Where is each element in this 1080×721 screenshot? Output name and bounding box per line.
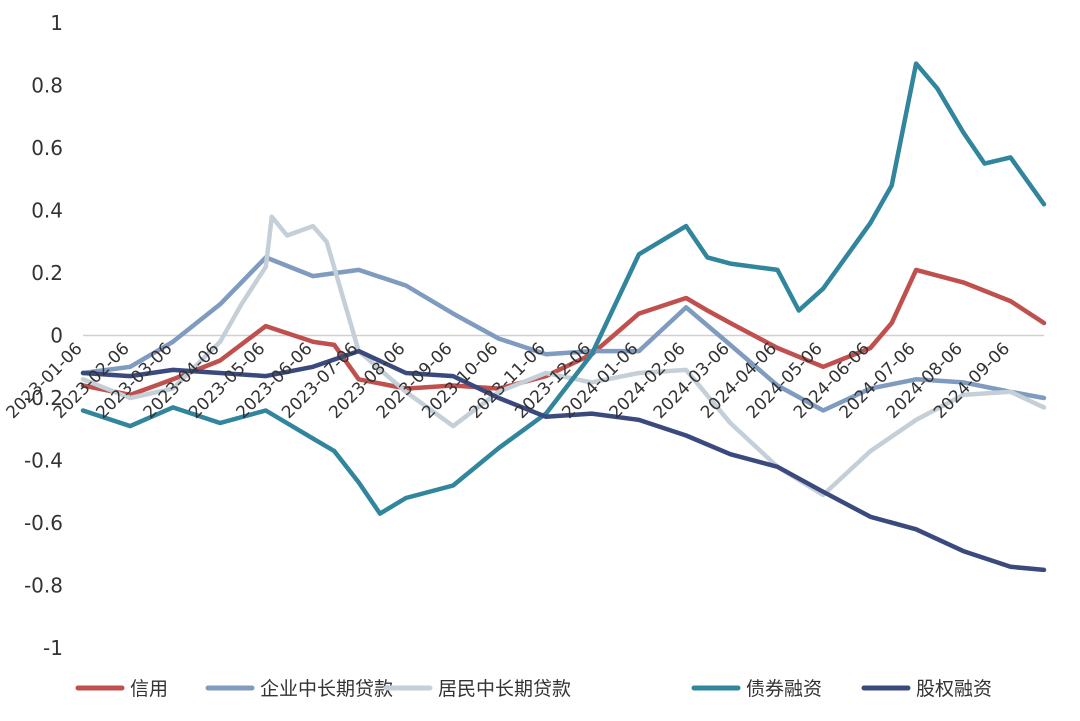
y-tick-label: -0.6: [24, 511, 63, 535]
y-tick-label: -0.4: [24, 449, 63, 473]
y-tick-label: 0.8: [31, 74, 63, 98]
legend-label-1: 企业中长期贷款: [260, 678, 393, 700]
series-line-4: [80, 348, 1047, 573]
y-tick-label: 0.6: [31, 136, 63, 160]
x-axis: 2023-01-062023-02-062023-03-062023-04-06…: [3, 339, 1014, 423]
y-tick-label: -0.8: [24, 574, 63, 598]
y-tick-label: -0.2: [24, 386, 63, 410]
legend: 信用 企业中长期贷款 居民中长期贷款 债券融资 股权融资: [75, 678, 992, 700]
legend-label-3: 债券融资: [746, 678, 822, 700]
legend-label-2: 居民中长期贷款: [438, 678, 571, 700]
y-tick-label: -1: [43, 636, 63, 660]
y-tick-label: 0.4: [31, 199, 63, 223]
series-line-3: [80, 61, 1047, 516]
y-tick-label: 0.2: [31, 261, 63, 285]
series-line-2: [80, 214, 1047, 498]
y-tick-label: 1: [50, 11, 63, 35]
legend-label-0: 信用: [130, 678, 168, 700]
y-tick-label: 0: [50, 324, 63, 348]
series-line-1: [80, 255, 1047, 413]
legend-label-4: 股权融资: [916, 678, 992, 700]
series-layer: [80, 61, 1047, 573]
y-axis: 1 0.8 0.6 0.4 0.2 0 -0.2 -0.4 -0.6 -0.8 -1: [24, 11, 63, 660]
